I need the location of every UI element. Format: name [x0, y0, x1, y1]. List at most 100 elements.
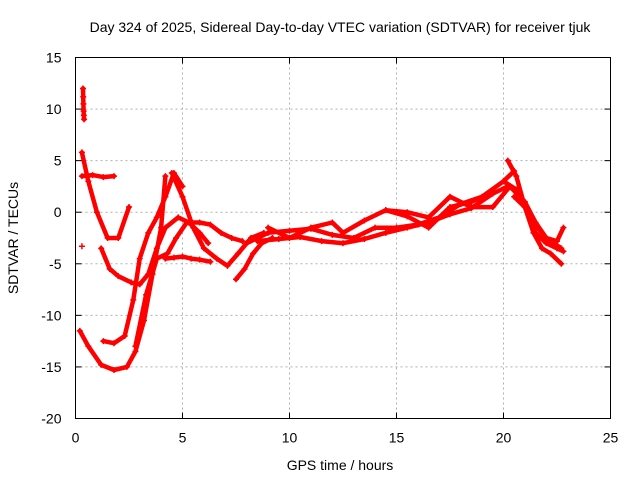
data-point: [425, 224, 432, 231]
x-tick-label: 0: [72, 430, 80, 446]
data-point: [126, 204, 132, 211]
data-point: [162, 224, 169, 231]
x-axis-title: GPS time / hours: [287, 457, 394, 473]
data-point: [228, 235, 235, 241]
data-point: [170, 254, 177, 261]
data-point: [183, 219, 190, 226]
series-arc-b: [78, 149, 132, 241]
data-point: [513, 173, 520, 180]
data-point: [250, 250, 257, 257]
y-tick-label: 0: [54, 204, 62, 220]
data-point: [89, 172, 96, 179]
data-point: [80, 93, 87, 100]
series-line: [79, 150, 132, 241]
data-point: [190, 224, 197, 231]
data-point: [85, 343, 92, 350]
data-point: [162, 193, 169, 200]
plot-frame: [75, 57, 611, 419]
x-tick-label: 25: [603, 430, 619, 446]
data-point: [425, 214, 432, 221]
data-point: [81, 116, 88, 123]
data-point: [173, 235, 180, 241]
data-point: [286, 235, 293, 241]
data-point: [79, 85, 86, 92]
x-tick-label: 20: [496, 430, 512, 446]
data-point: [511, 193, 518, 200]
x-tick-label: 5: [179, 430, 187, 446]
data-point: [111, 340, 118, 347]
series-arc-p: [511, 193, 567, 255]
data-point: [104, 235, 111, 241]
data-point: [372, 224, 379, 231]
x-tick-label: 10: [282, 430, 298, 446]
grid: [75, 57, 611, 419]
data-point: [254, 238, 261, 245]
data-point: [329, 231, 336, 238]
x-tick-label: 15: [389, 430, 405, 446]
series-arc-n: [504, 157, 565, 267]
data-point: [78, 243, 85, 250]
y-tick-label: -10: [41, 307, 61, 323]
series-line: [133, 220, 245, 349]
y-tick-label: -20: [41, 411, 61, 427]
data-point: [489, 204, 496, 211]
data-point: [106, 265, 113, 272]
data-point: [239, 238, 246, 245]
data-point: [200, 245, 207, 252]
chart-title: Day 324 of 2025, Sidereal Day-to-day VTE…: [90, 19, 592, 35]
tick-labels: 0 5 10 15 20 25 -20 -15 -10 -5 0 5 10 15: [41, 50, 618, 446]
data-point: [489, 188, 496, 195]
data-point: [543, 240, 550, 247]
data-point: [196, 256, 203, 263]
data-point: [554, 245, 560, 252]
data-point: [547, 250, 554, 257]
y-axis-title: SDTVAR / TECUs: [5, 182, 21, 294]
data-point: [205, 240, 212, 247]
data-point: [265, 224, 272, 231]
data-point: [361, 217, 368, 224]
data-point: [78, 149, 85, 156]
series-arc-o: [500, 178, 567, 245]
data-point: [307, 224, 314, 231]
data-point: [85, 178, 92, 185]
data-point: [164, 250, 171, 257]
series-line: [233, 235, 275, 282]
series-line: [101, 170, 185, 346]
data-point: [539, 245, 546, 252]
data-point: [224, 262, 231, 269]
data-point: [111, 367, 118, 374]
data-point: [329, 219, 336, 226]
series-line: [265, 189, 496, 241]
data-point: [340, 229, 346, 236]
data-point: [179, 193, 186, 200]
data-point: [207, 258, 214, 265]
data-point: [132, 348, 139, 355]
data-point: [447, 193, 453, 200]
data-point: [213, 255, 220, 262]
data-point: [500, 178, 507, 185]
data-point: [218, 229, 225, 236]
data-point: [76, 327, 83, 334]
data-point: [207, 221, 214, 228]
data-point: [121, 332, 128, 339]
data-point: [162, 173, 169, 180]
data-point: [115, 273, 122, 280]
y-tick-label: 15: [46, 50, 62, 66]
data-point: [504, 157, 511, 164]
data-point: [543, 235, 550, 241]
data-point: [145, 229, 152, 236]
data-point: [179, 253, 186, 260]
data-point: [265, 229, 272, 236]
data-point: [98, 361, 105, 368]
data-point: [188, 255, 195, 262]
data-point: [404, 224, 411, 231]
series-arc-f: [132, 219, 246, 350]
data-point: [513, 186, 520, 193]
axis-ticks: [75, 57, 611, 419]
data-point: [115, 235, 122, 241]
data-series: [76, 85, 567, 374]
data-point: [532, 229, 539, 236]
data-point: [318, 238, 325, 245]
series-line: [79, 172, 117, 180]
